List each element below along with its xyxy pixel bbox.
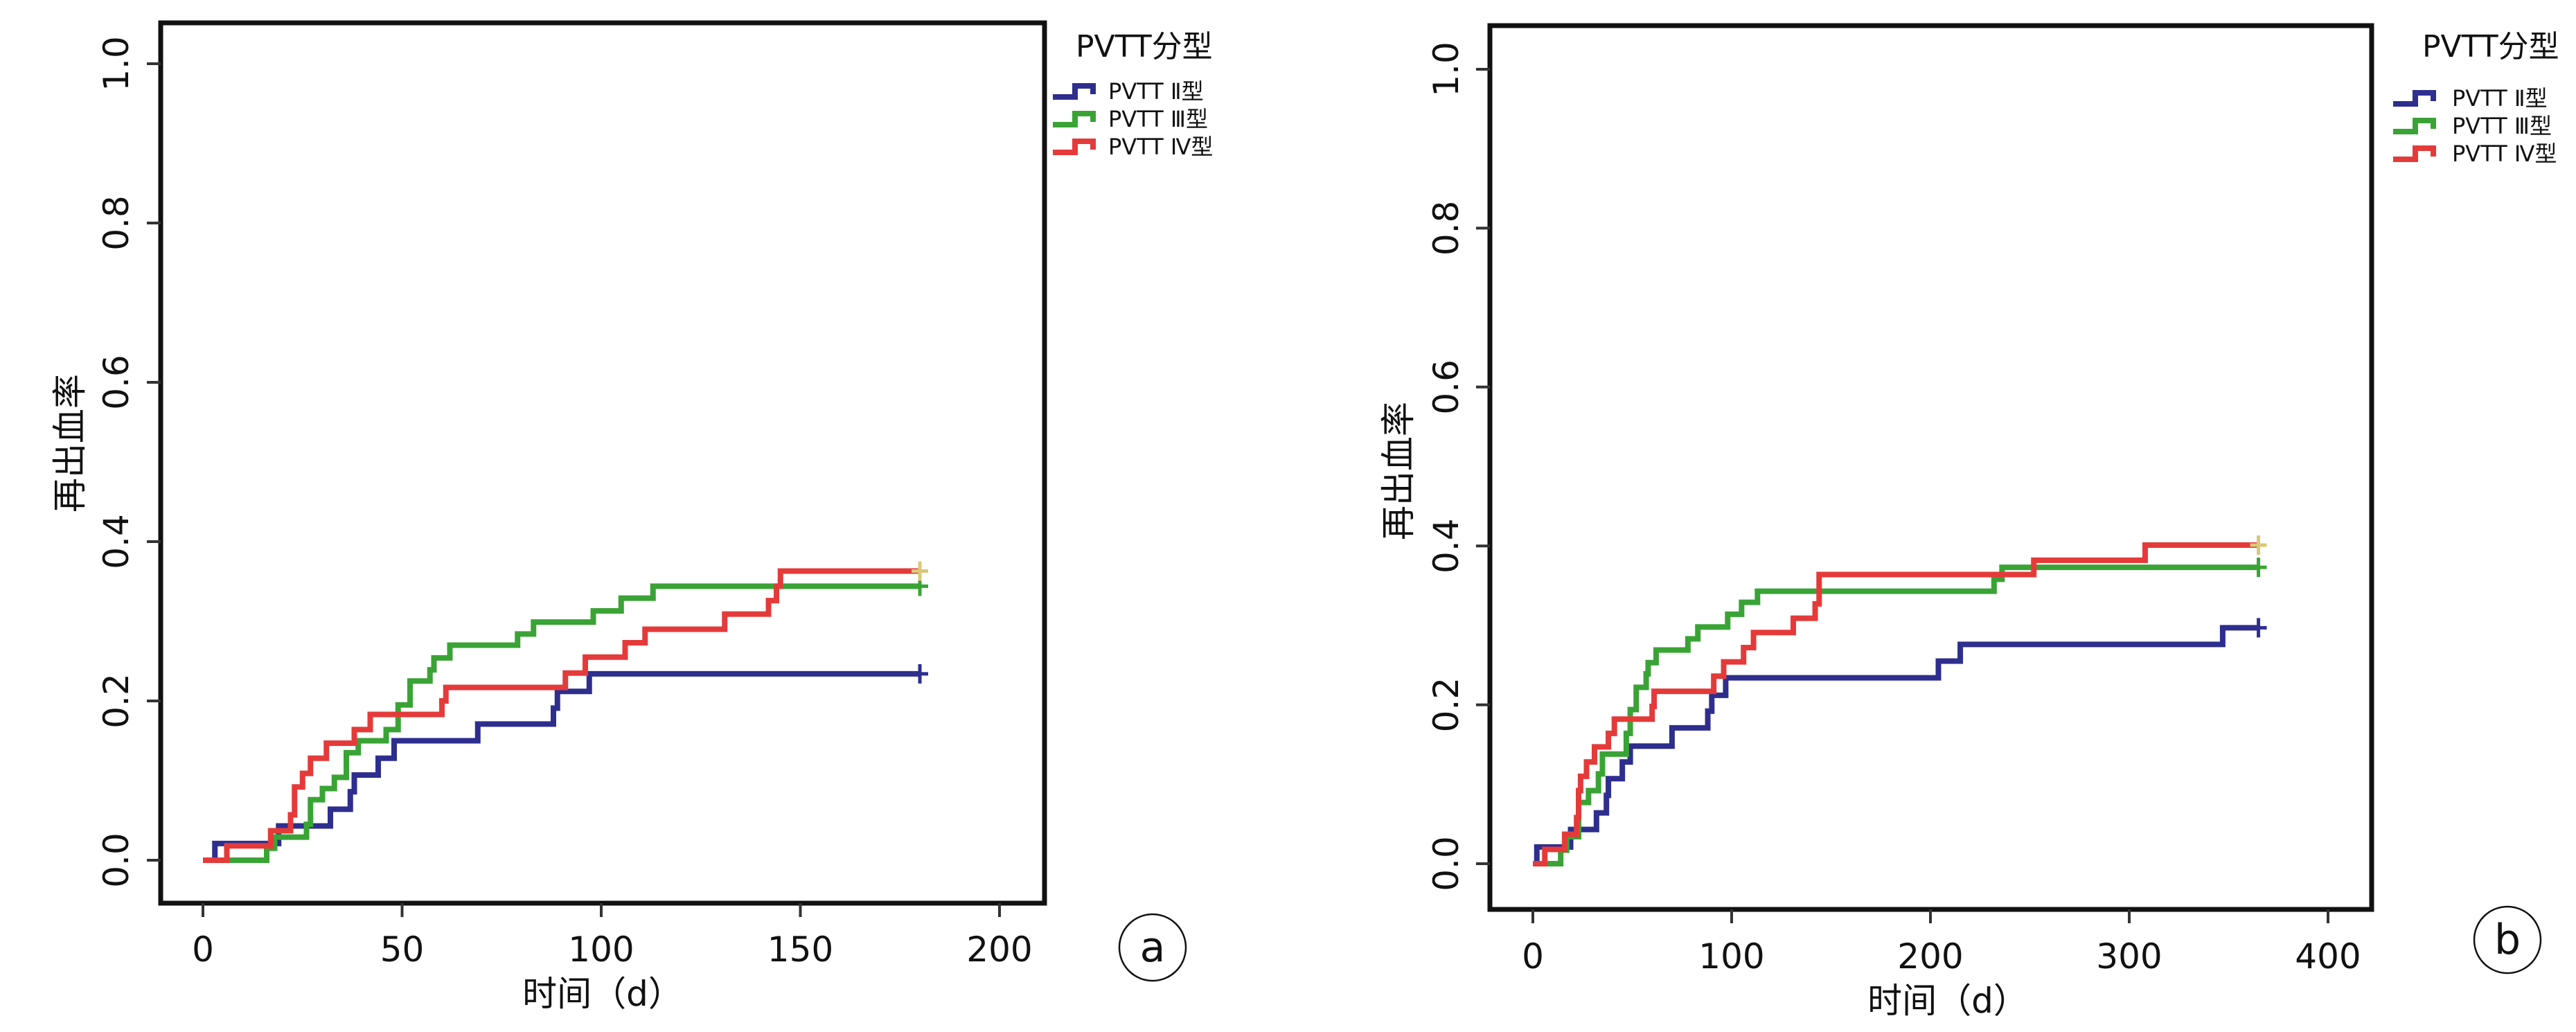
x-axis-title-a: 时间（d） — [522, 974, 683, 1014]
censor-mark — [2250, 558, 2267, 578]
x-tick-label: 300 — [2096, 936, 2162, 977]
y-tick-label: 1.0 — [96, 36, 136, 91]
series-line-3 — [203, 583, 920, 863]
x-tick-label: 200 — [966, 929, 1032, 970]
legend-label: PVTT Ⅲ型 — [2452, 113, 2552, 139]
x-tick-label: 200 — [1897, 936, 1963, 977]
censor-mark — [912, 561, 928, 581]
panel-b: 0.0 0.2 0.4 0.6 0.8 1.0 0 100 200 300 400 时间（d） 再… — [1378, 23, 2559, 1021]
y-tick-label: 0.6 — [1426, 359, 1466, 415]
y-tick-label: 0.6 — [96, 355, 136, 410]
x-tick-label: 100 — [1698, 936, 1764, 977]
y-tick-label: 0.8 — [1426, 201, 1466, 256]
x-tick-label: 100 — [568, 929, 634, 970]
y-tick-label: 0.2 — [1426, 677, 1466, 733]
plot-frame-a — [158, 20, 1047, 906]
legend-swatch — [2393, 145, 2436, 162]
x-tick-label: 0 — [192, 929, 214, 970]
legend-label: PVTT Ⅳ型 — [1108, 134, 1213, 160]
y-axis-title-a: 再出血率 — [50, 374, 90, 513]
panel-label-b: b — [2494, 916, 2521, 964]
series-group-b — [1533, 535, 2267, 866]
x-tick-label: 50 — [380, 929, 425, 970]
legend-label: PVTT Ⅲ型 — [1108, 106, 1208, 132]
legend-label: PVTT Ⅱ型 — [2452, 85, 2548, 112]
y-axis-b: 0.0 0.2 0.4 0.6 0.8 1.0 — [1426, 42, 1490, 891]
legend-swatch — [1053, 139, 1096, 155]
legend-swatch — [2393, 90, 2436, 107]
legend-label: PVTT Ⅳ型 — [2452, 141, 2557, 167]
y-tick-label: 0.8 — [96, 195, 136, 251]
y-axis-title-b: 再出血率 — [1378, 402, 1419, 540]
y-tick-label: 0.2 — [96, 673, 136, 729]
censor-mark — [912, 664, 928, 684]
legend-swatch — [2393, 118, 2436, 134]
series-line-3 — [1533, 564, 2259, 866]
legend-swatch — [1053, 83, 1096, 100]
y-tick-label: 0.4 — [1426, 518, 1466, 573]
y-tick-label: 1.0 — [1426, 42, 1466, 97]
x-tick-label: 150 — [767, 929, 833, 970]
legend-title-b: PVTT分型 — [2422, 29, 2559, 64]
legend-swatch — [1053, 111, 1096, 127]
censor-mark — [2250, 535, 2267, 555]
x-axis-a: 0 50 100 150 200 — [192, 903, 1033, 970]
y-tick-label: 0.0 — [1426, 836, 1466, 891]
x-axis-b: 0 100 200 300 400 — [1522, 909, 2361, 977]
panel-label-circle-a — [1118, 913, 1187, 982]
x-tick-label: 400 — [2295, 936, 2361, 977]
panel-label-a: a — [1140, 923, 1166, 972]
series-line-4 — [1533, 542, 2259, 866]
y-axis-a: 0.0 0.2 0.4 0.6 0.8 1.0 — [96, 36, 161, 888]
panel-label-circle-b — [2473, 905, 2542, 975]
x-axis-title-b: 时间（d） — [1867, 981, 2028, 1021]
censor-mark — [2250, 618, 2267, 638]
x-tick-label: 0 — [1522, 936, 1544, 977]
legend-label: PVTT Ⅱ型 — [1108, 78, 1204, 105]
legend-title-a: PVTT分型 — [1076, 29, 1213, 64]
series-group-a — [203, 561, 928, 863]
series-line-2 — [1533, 625, 2259, 866]
panel-a: 0.0 0.2 0.4 0.6 0.8 1.0 0 50 100 150 200 时间（d） 再出… — [50, 20, 1213, 1014]
y-tick-label: 0.4 — [96, 514, 136, 569]
series-line-4 — [203, 568, 920, 863]
y-tick-label: 0.0 — [96, 833, 136, 888]
